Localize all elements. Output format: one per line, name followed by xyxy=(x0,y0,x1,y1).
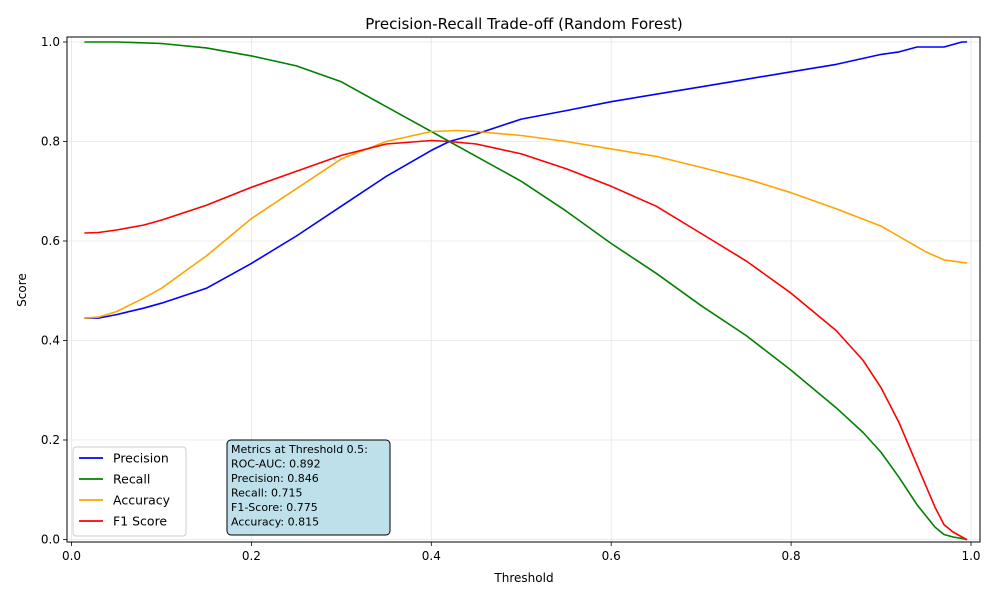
x-axis-label: Threshold xyxy=(493,571,553,585)
y-tick-label: 0.0 xyxy=(41,533,60,547)
x-tick-label: 0.4 xyxy=(422,549,441,563)
y-axis-label: Score xyxy=(15,273,29,307)
annotation-line: Precision: 0.846 xyxy=(231,472,319,485)
x-tick-label: 0.6 xyxy=(602,549,621,563)
series-line-precision xyxy=(84,41,968,319)
series-line-accuracy xyxy=(84,129,968,319)
annotation-line: Recall: 0.715 xyxy=(231,487,303,500)
annotation-line: Accuracy: 0.815 xyxy=(231,516,319,529)
y-tick-label: 0.4 xyxy=(41,333,60,347)
plot-frame xyxy=(66,36,981,543)
series-line-f1-score xyxy=(84,139,968,541)
x-tick-label: 0.2 xyxy=(242,549,261,563)
y-tick-label: 0.6 xyxy=(41,234,60,248)
annotation-line: ROC-AUC: 0.892 xyxy=(231,458,321,471)
series-lines xyxy=(84,41,968,541)
series-line-recall xyxy=(84,41,968,541)
annotation-line: Metrics at Threshold 0.5: xyxy=(231,443,368,456)
y-tick-label: 0.2 xyxy=(41,433,60,447)
annotation-box-background xyxy=(226,439,391,536)
y-tick-label: 1.0 xyxy=(41,35,60,49)
legend-entry: Recall xyxy=(113,472,150,487)
grid xyxy=(67,37,980,542)
axis-ticks: 0.0 0.2 0.4 0.6 0.8 1.0 0.0 0.2 0.4 0.6 0.8 1.0 xyxy=(41,35,981,563)
x-tick-label: 0.8 xyxy=(782,549,801,563)
y-tick-label: 0.8 xyxy=(41,134,60,148)
chart-title: Precision-Recall Trade-off (Random Fores… xyxy=(365,15,683,33)
legend: Precision Recall Accuracy F1 Score xyxy=(72,446,187,537)
legend-box xyxy=(72,446,187,537)
x-tick-label: 0.0 xyxy=(62,549,81,563)
legend-entry: Accuracy xyxy=(113,493,171,508)
metrics-annotation-box: Metrics at Threshold 0.5: ROC-AUC: 0.892P… xyxy=(226,439,391,536)
x-tick-label: 1.0 xyxy=(961,549,980,563)
annotation-line: F1-Score: 0.775 xyxy=(231,501,318,514)
legend-entry: Precision xyxy=(113,451,169,466)
legend-entry: F1 Score xyxy=(113,514,167,529)
